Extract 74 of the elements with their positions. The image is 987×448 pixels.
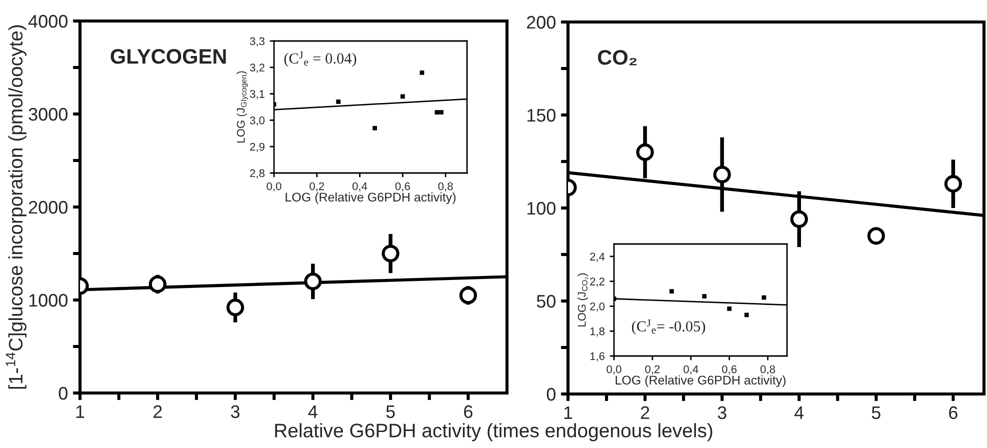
text: GLYCOGEN [110,49,226,64]
point [867,227,885,245]
y-axis-title: LOG (J$_{CO₂}$) [578,273,588,326]
x-tick-label: 1 [564,406,572,419]
y-tick-label: 200 [526,16,556,29]
x-axis-title: Relative G6PDH activity (times endogenous levels) [275,423,712,442]
y-tick-label: 2000 [28,200,68,214]
point [762,295,766,300]
point [459,286,477,304]
y-tick-label: 1000 [29,294,68,307]
point [304,272,322,290]
y-tick-label: 1,6 [590,352,604,362]
x-tick-label: 5 [386,405,395,418]
y-axis-title: LOG (J$_{Glycogen}$) [236,71,248,142]
point [226,298,244,316]
point [944,175,962,193]
y-tick-label: 0 [58,386,68,400]
x-tick-label: 0,6 [722,365,737,374]
x-tick-label: 0,8 [760,365,776,374]
x-axis-title: LOG (Relative G6PDH activity) [616,375,786,388]
x-tick-label: 4 [308,405,318,418]
annotation: (C$^{J}$$_{e}$ = 0.04) [284,52,356,67]
y-tick-label: 150 [527,108,556,122]
y-tick-label: 3,0 [250,116,265,126]
y-tick-label: 2,2 [590,278,604,287]
point [744,312,749,318]
y-tick-label: 3,2 [250,64,264,73]
x-tick-label: 3 [230,405,240,418]
point [420,70,424,75]
x-tick-label: 0,8 [438,182,453,192]
point [439,110,444,114]
x-tick-label: 4 [794,406,804,419]
point [636,143,654,162]
y-tick-label: 2,4 [590,252,605,262]
point [702,294,707,298]
annotation: (C$^{J}$$_{e}$= -0.05) [632,319,706,335]
y-tick-label: 100 [527,202,556,215]
y-axis-title: [1-$^{14}$C]glucose incorporation (pmol/oocyte) [6,25,26,389]
x-tick-label: 0,4 [352,182,368,192]
y-tick-label: 4000 [28,14,68,28]
y-tick-label: 2,0 [590,302,605,312]
point [790,210,808,228]
point [669,289,674,294]
y-tick-label: 1,8 [590,327,604,337]
point [382,244,400,262]
text: CO₂ [598,50,637,66]
point [148,275,166,294]
y-tick-label: 2,9 [250,142,264,152]
x-axis-title: LOG (Relative G6PDH activity) [286,192,456,204]
y-tick-label: 0 [546,388,556,401]
y-tick-label: 2,8 [250,169,264,178]
point [372,126,377,130]
y-tick-label: 3,1 [250,90,264,100]
x-tick-label: 3 [718,406,726,420]
x-tick-label: 0,4 [684,365,698,374]
x-tick-label: 0,2 [645,365,660,374]
x-tick-label: 6 [464,405,472,418]
y-tick-label: 50 [536,294,556,308]
point [336,100,341,104]
point [400,94,405,99]
point [713,166,731,184]
x-tick-label: 2 [154,405,162,418]
y-tick-label: 3,3 [250,37,264,46]
x-tick-label: 0,0 [606,365,622,374]
point [727,306,732,311]
x-tick-label: 2 [640,406,650,419]
point [434,110,440,114]
x-tick-label: 6 [949,406,958,420]
x-tick-label: 5 [872,406,880,420]
x-tick-label: 0,6 [395,182,410,192]
x-tick-label: 1 [76,405,84,418]
y-tick-label: 3000 [28,108,68,121]
x-tick-label: 0,0 [266,182,282,192]
x-tick-label: 0,2 [310,182,324,192]
